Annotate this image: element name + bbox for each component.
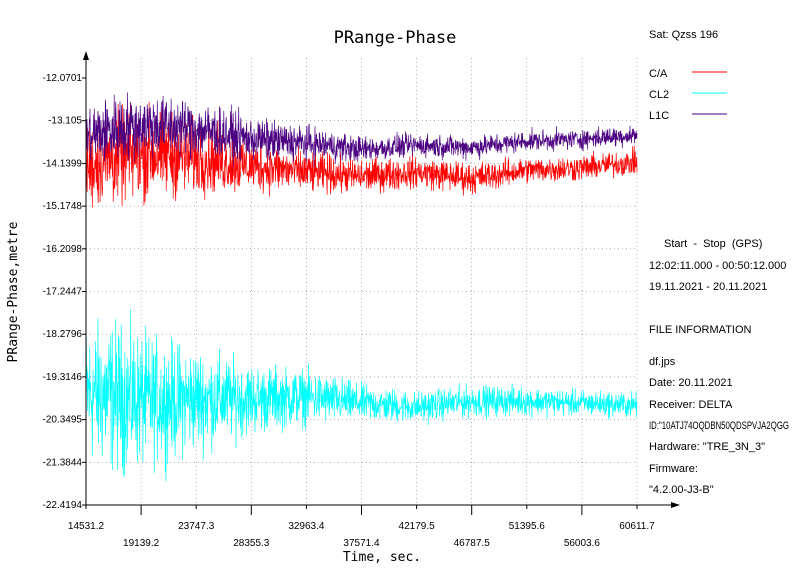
receiver: Receiver: DELTA	[649, 399, 733, 411]
y-axis-arrow	[83, 51, 89, 60]
x-axis-arrow	[671, 502, 680, 508]
series-line-l1c	[85, 92, 638, 167]
y-tick-label: -14.1399	[43, 158, 83, 169]
y-tick-label: -21.3844	[43, 457, 83, 468]
y-ticks: -12.0701 -13.105 -14.1399 -15.1748 -16.2098 -…	[43, 73, 86, 511]
y-tick-label: -20.3495	[43, 415, 83, 426]
y-tick-label: -12.0701	[43, 73, 83, 84]
x-tick-label: 19139.2	[123, 538, 160, 549]
y-tick-label: -13.105	[48, 116, 82, 127]
x-tick-label: 23747.3	[178, 521, 215, 532]
hardware: Hardware: "TRE_3N_3"	[649, 441, 765, 453]
x-tick-label: 46787.5	[454, 538, 491, 549]
x-tick-label: 37571.4	[343, 538, 380, 549]
grid-lines	[86, 58, 638, 506]
x-tick-label: 28355.3	[233, 538, 270, 549]
date-range: 19.11.2021 - 20.11.2021	[649, 281, 767, 293]
legend-label-cl2: CL2	[649, 89, 669, 101]
series-layer	[85, 92, 638, 482]
file-info-header: FILE INFORMATION	[649, 324, 752, 336]
firmware-value: "4.2.00-J3-B"	[649, 484, 714, 496]
receiver-id: ID:"10ATJ74OQDBN50QDSPVJA2QGG	[649, 420, 789, 432]
x-tick-label: 14531.2	[68, 521, 105, 532]
legend-label-l1c: L1C	[649, 110, 669, 122]
legend: Sat: Qzss 196 C/A CL2 L1C	[649, 29, 727, 122]
y-tick-label: -16.2098	[43, 244, 83, 255]
start-stop-label: Start - Stop (GPS)	[664, 238, 762, 250]
legend-label-ca: C/A	[649, 68, 668, 80]
x-tick-label: 42179.5	[399, 521, 436, 532]
file-name: df.jps	[649, 356, 676, 368]
x-axis-label: Time, sec.	[343, 550, 421, 565]
firmware-label: Firmware:	[649, 463, 698, 475]
x-ticks: 14531.2 23747.3 32963.4 42179.5 51395.6 60611…	[68, 505, 655, 549]
x-tick-label: 32963.4	[288, 521, 325, 532]
info-panel: Start - Stop (GPS) 12:02:11.000 - 00:50:…	[649, 238, 789, 496]
series-line-cl2	[85, 308, 638, 482]
x-tick-label: 51395.6	[509, 521, 546, 532]
y-tick-label: -17.2447	[43, 287, 83, 298]
x-tick-label: 60611.7	[619, 521, 655, 532]
y-tick-label: -22.4194	[43, 500, 83, 511]
y-axis-label: PRange-Phase,metre	[6, 221, 21, 362]
file-date: Date: 20.11.2021	[649, 377, 733, 389]
time-range: 12:02:11.000 - 00:50:12.000	[649, 260, 786, 272]
satellite-label: Sat: Qzss 196	[649, 29, 718, 41]
chart-title: PRange-Phase	[334, 28, 457, 48]
y-tick-label: -15.1748	[43, 201, 83, 212]
x-tick-label: 56003.6	[564, 538, 601, 549]
y-tick-label: -19.3146	[43, 372, 83, 383]
series-line-ca	[85, 101, 638, 208]
y-tick-label: -18.2796	[43, 329, 83, 340]
